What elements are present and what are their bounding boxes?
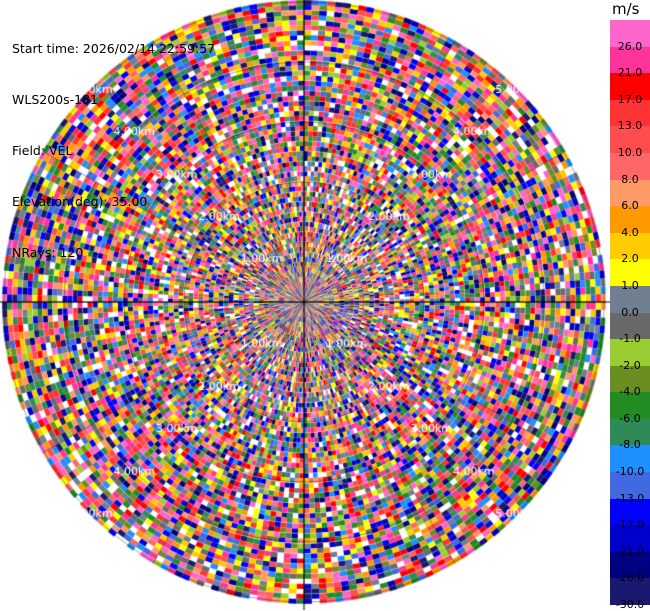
colorbar-tick-label: -21.0 (615, 544, 645, 558)
colorbar: 26.0 21.0 17.0 13.0 10.0 8.0 6.0 4.0 2.0 1.0 0.0 -1… (610, 20, 650, 611)
nrays-text: NRays: 120 (12, 245, 84, 260)
colorbar-swatch (610, 259, 650, 287)
colorbar-swatch (610, 20, 650, 48)
colorbar-swatch (610, 392, 650, 420)
field-text: Field: VEL (12, 143, 73, 158)
colorbar-unit: m/s (612, 0, 640, 18)
colorbar-swatch (610, 206, 650, 234)
colorbar-swatch (610, 525, 650, 553)
colorbar-tick-label: 10.0 (617, 145, 643, 159)
colorbar-tick-label: 17.0 (617, 92, 643, 106)
colorbar-swatch (610, 179, 650, 207)
colorbar-swatch (610, 285, 650, 313)
colorbar-swatch (610, 365, 650, 393)
colorbar-tick-label: -8.0 (619, 438, 641, 452)
colorbar-tick-label: -1.0 (619, 332, 641, 346)
colorbar-swatch (610, 339, 650, 367)
colorbar-tick-label: -10.0 (615, 465, 645, 479)
colorbar-swatch (610, 498, 650, 526)
colorbar-tick-label: -26.0 (615, 571, 645, 585)
elevation-text: Elevation(deg): 35.00 (12, 194, 148, 209)
colorbar-tick-label: -30.0 (615, 598, 645, 611)
colorbar-swatch (610, 418, 650, 446)
start-time-text: Start time: 2026/02/14 22:59:57 (12, 41, 216, 56)
colorbar-swatch (610, 73, 650, 101)
colorbar-tick-label: 1.0 (621, 278, 639, 292)
colorbar-tick-label: -4.0 (619, 385, 641, 399)
colorbar-tick-label: 4.0 (621, 225, 639, 239)
colorbar-tick-label: -13.0 (615, 491, 645, 505)
colorbar-tick-label: 13.0 (617, 119, 643, 133)
colorbar-tick-label: 8.0 (621, 172, 639, 186)
colorbar-tick-label: -2.0 (619, 358, 641, 372)
colorbar-tick-label: 21.0 (617, 66, 643, 80)
scan-info: Start time: 2026/02/14 22:59:57 WLS200s-… (12, 6, 215, 278)
ppi-velocity-canvas (0, 0, 610, 610)
colorbar-tick-label: 26.0 (617, 39, 643, 53)
colorbar-tick-label: 2.0 (621, 252, 639, 266)
colorbar-swatch (610, 232, 650, 260)
colorbar-swatch (610, 551, 650, 579)
colorbar-swatch (610, 152, 650, 181)
colorbar-swatch (610, 312, 650, 340)
colorbar-tick-label: 6.0 (621, 199, 639, 213)
colorbar-swatch (610, 445, 650, 473)
station-text: WLS200s-181 (12, 92, 98, 107)
colorbar-tick-label: 0.0 (621, 305, 639, 319)
colorbar-swatch (610, 46, 650, 74)
colorbar-tick-label: -6.0 (619, 411, 641, 425)
colorbar-swatch (610, 578, 650, 606)
colorbar-swatch (610, 126, 650, 154)
colorbar-swatch (610, 99, 650, 127)
colorbar-tick-label: -17.0 (615, 518, 645, 532)
colorbar-swatch (610, 472, 650, 500)
